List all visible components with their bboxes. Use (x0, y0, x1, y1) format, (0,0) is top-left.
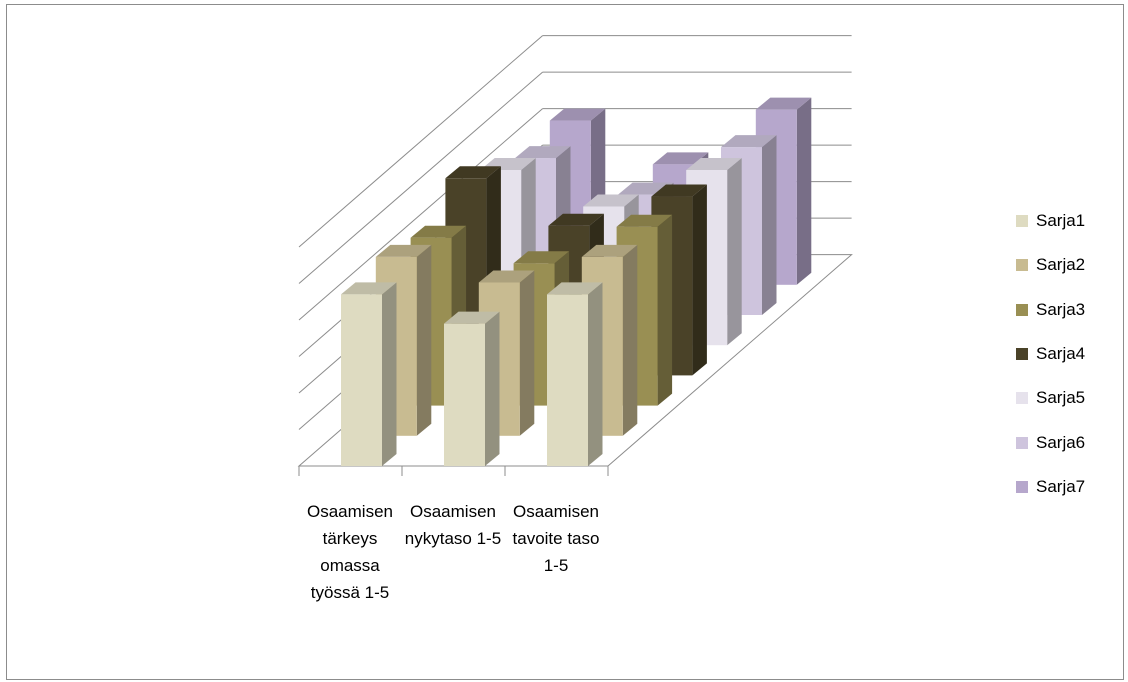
bar-top (515, 146, 571, 159)
bar-side (416, 244, 432, 436)
bar-side (588, 282, 603, 466)
bar-top (652, 152, 709, 165)
legend-label: Sarja5 (1036, 388, 1086, 408)
bar-side (519, 270, 535, 436)
bar-top (341, 282, 397, 295)
bar-side (657, 214, 673, 406)
legend-label: Sarja7 (1036, 476, 1086, 496)
bar-side (762, 135, 777, 315)
legend-item-sarja1: Sarja1 (1016, 199, 1085, 243)
gridline-side (298, 35, 543, 248)
bar-top (547, 282, 603, 295)
legend-swatch (1016, 436, 1028, 449)
bar-top (686, 158, 742, 170)
legend-label: Sarja4 (1036, 344, 1086, 364)
bar (444, 323, 485, 466)
legend-label: Sarja1 (1036, 211, 1086, 231)
bar-side (692, 184, 707, 376)
bar-top (721, 135, 777, 148)
bar-top (445, 166, 501, 179)
bar-top (513, 251, 570, 264)
bar-top (548, 213, 604, 226)
legend-swatch (1016, 480, 1028, 493)
bar (341, 294, 382, 466)
legend-label: Sarja2 (1036, 255, 1086, 275)
bar-top (583, 194, 639, 207)
legend-swatch (1016, 348, 1028, 361)
bar-top (755, 97, 812, 110)
bar-top (651, 184, 707, 197)
bar-top (410, 225, 467, 238)
legend-swatch (1016, 259, 1028, 272)
legend-item-sarja3: Sarja3 (1016, 288, 1085, 332)
category-label-0: Osaamisen tärkeys omassa työssä 1-5 (307, 502, 393, 602)
bar-top (581, 244, 638, 257)
legend-swatch (1016, 392, 1028, 405)
legend-item-sarja6: Sarja6 (1016, 420, 1085, 464)
bar-top (549, 108, 606, 121)
bar-top (444, 311, 500, 324)
gridline-side (298, 108, 543, 321)
category-label-2: Osaamisen tavoite taso 1-5 (512, 502, 600, 575)
bar-side (727, 158, 742, 346)
legend-label: Sarja3 (1036, 299, 1086, 319)
bar-side (622, 244, 638, 436)
bar-side (485, 311, 500, 466)
bar-top (375, 244, 432, 257)
legend-item-sarja2: Sarja2 (1016, 243, 1085, 287)
legend-item-sarja7: Sarja7 (1016, 465, 1085, 509)
bar (547, 294, 588, 466)
gridline-side (298, 71, 543, 284)
bar-side (382, 282, 397, 466)
legend-swatch (1016, 303, 1028, 316)
bar-top (478, 270, 535, 283)
category-label-1: Osaamisen nykytaso 1-5 (404, 502, 502, 548)
legend-label: Sarja6 (1036, 432, 1086, 452)
legend-swatch (1016, 215, 1028, 228)
legend: Sarja1 Sarja2 Sarja3 Sarja4 Sarja5 Sarja… (1016, 199, 1085, 509)
legend-item-sarja5: Sarja5 (1016, 376, 1085, 420)
legend-item-sarja4: Sarja4 (1016, 332, 1085, 376)
bar-side (796, 97, 812, 285)
bar-top (616, 214, 673, 227)
